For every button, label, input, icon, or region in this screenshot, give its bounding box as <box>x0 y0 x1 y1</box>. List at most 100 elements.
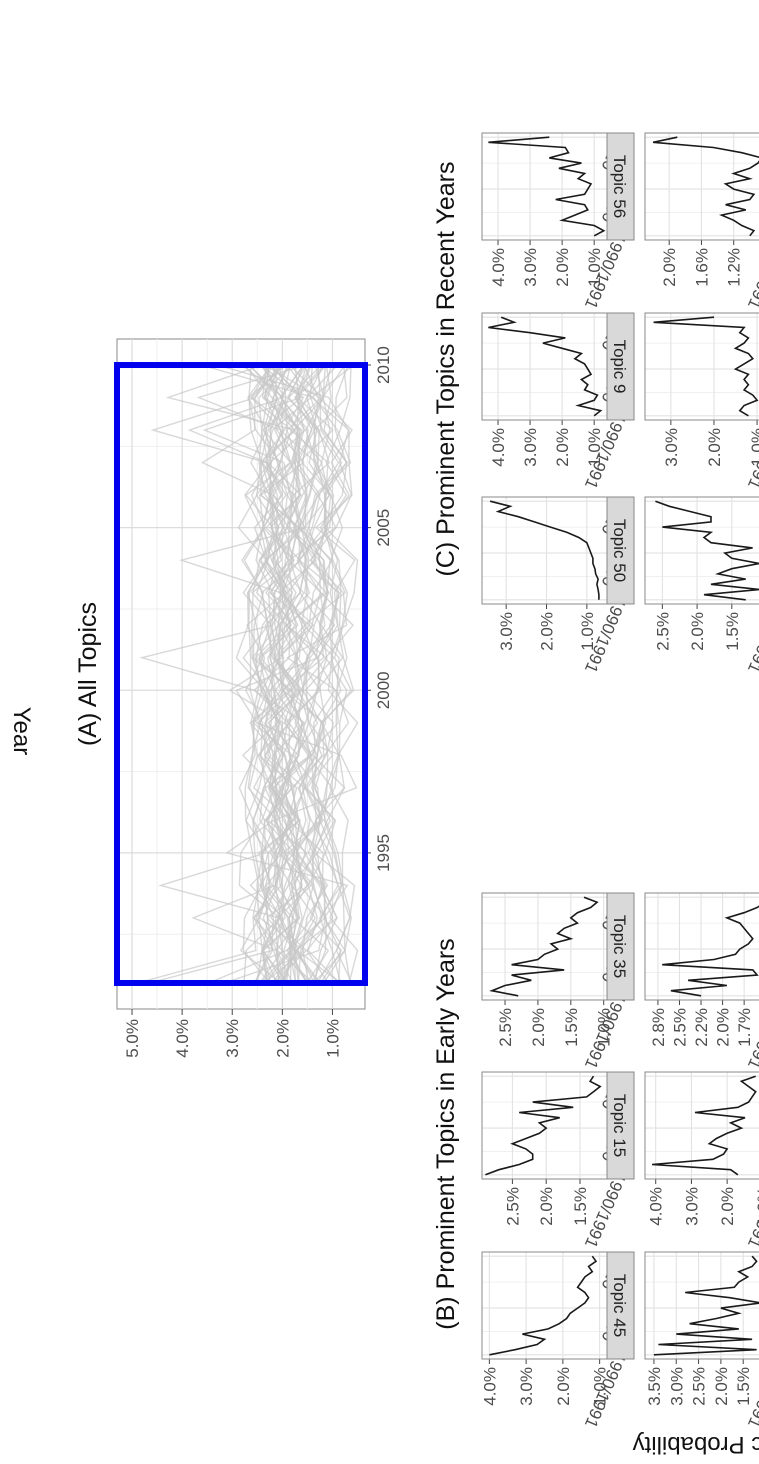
all-topics-series-line <box>137 364 292 984</box>
topic-series-line <box>662 896 759 997</box>
y-tick-label: 2.5% <box>503 1187 522 1226</box>
topic-series-line <box>652 136 759 237</box>
y-tick-label: 1.5% <box>571 1187 590 1226</box>
plot-background <box>645 133 759 240</box>
y-tick-label: 2.0% <box>714 1008 733 1047</box>
y-tick-label: 1.5% <box>562 1008 581 1047</box>
all-topics-series-line <box>262 364 304 984</box>
panel-b3: 1.0%1.5%2.0%2.5%3.0%3.5%1990/19912000201… <box>644 1251 759 1431</box>
y-tick-label: 3.0% <box>521 428 540 467</box>
all-topics-series-line <box>224 364 332 984</box>
y-tick-label: 1.5% <box>723 612 742 651</box>
y-tick-label: 2.2% <box>692 1008 711 1047</box>
strip-label: Topic 35 <box>610 915 629 978</box>
all-topics-series-line <box>165 364 302 984</box>
y-tick-label: 1.0% <box>323 1019 342 1058</box>
panel-c1: 1.0%2.0%3.0%4.0%1990/199120002010Topic 9 <box>481 312 635 492</box>
y-tick-label: 1.0% <box>758 612 759 651</box>
plot-background <box>482 497 607 604</box>
y-tick-label: 2.8% <box>649 1008 668 1047</box>
y-tick-label: 1.7% <box>735 1008 754 1047</box>
plot-background <box>482 133 607 240</box>
plot-background <box>482 1252 607 1359</box>
plot-background <box>482 1072 607 1179</box>
panel-b5: 1.5%1.7%2.0%2.2%2.5%2.8%1990/19912000201… <box>644 892 759 1072</box>
all-topics-series-line <box>275 364 318 984</box>
y-tick-label: 2.0% <box>273 1019 292 1058</box>
strip-label: Topic 15 <box>610 1094 629 1157</box>
panel-c-title: (C) Prominent Topics in Recent Years <box>432 161 460 576</box>
strip <box>606 1071 635 1180</box>
strip-label: Topic 45 <box>610 1274 629 1337</box>
y-axis-label: Topic Probability <box>633 1431 759 1458</box>
all-topics-series-line <box>286 364 348 984</box>
y-tick-label: 2.0% <box>538 612 557 651</box>
strip <box>606 312 635 421</box>
y-tick-label: 4.0% <box>173 1019 192 1058</box>
chart-panels: 1.0% 2.0% 3.0% 4.0% 5.0% 1995 2000 2005 2010 (A) … <box>74 132 759 1431</box>
y-tick-label: 3.0% <box>682 1187 701 1226</box>
all-topics-series-line <box>288 364 330 984</box>
strip-label: Topic 50 <box>610 519 629 582</box>
x-tick-label: 1990/1991 <box>581 1349 630 1430</box>
all-topics-series-line <box>258 364 305 984</box>
all-topics-series-line <box>301 364 346 984</box>
y-tick-label: 5.0% <box>123 1019 142 1058</box>
topic-series-line <box>655 500 759 601</box>
y-tick-label: 1.5% <box>757 1008 759 1047</box>
panel-b1: 1.5%2.0%2.5%1990/199120002010Topic 15 <box>481 1071 635 1251</box>
y-tick-label: 2.5% <box>496 1008 515 1047</box>
all-topics-series-line <box>310 364 356 984</box>
y-tick-label: 2.5% <box>670 1008 689 1047</box>
y-tick-label: 1.0% <box>591 1367 610 1406</box>
panel-b-title: (B) Prominent Topics in Early Years <box>432 938 460 1329</box>
topic-series-line <box>485 1075 602 1176</box>
y-tick-label: 1.0% <box>754 1187 759 1226</box>
all-topics-series-line <box>309 364 350 984</box>
y-tick-label: 3.0% <box>521 248 540 287</box>
y-tick-label: 1.2% <box>725 248 744 287</box>
panel-frame <box>644 312 759 421</box>
panel-a-title: (A) All Topics <box>74 602 102 746</box>
strip-label: Topic 56 <box>610 155 629 218</box>
y-tick-label: 2.0% <box>554 1367 573 1406</box>
strip <box>606 1251 635 1360</box>
all-topics-series-line <box>298 364 340 984</box>
y-tick-label: 2.0% <box>553 428 572 467</box>
plot-background <box>645 1072 759 1179</box>
highlight-box <box>114 362 368 986</box>
plot-background <box>482 313 607 420</box>
y-tick-label: 1.5% <box>734 1367 753 1406</box>
strip <box>606 132 635 241</box>
y-tick-label: 2.0% <box>537 1187 556 1226</box>
strip-label: Topic 9 <box>610 340 629 394</box>
y-tick-label: 1.0% <box>578 612 597 651</box>
panel-frame <box>644 132 759 241</box>
panel-c5: 0.8%1.2%1.6%2.0%1990/199120002010Topic 1… <box>644 132 759 312</box>
y-tick-label: 1.0% <box>585 248 604 287</box>
panel-c3: 1.0%1.5%2.0%2.5%1990/199120002010Topic 1… <box>644 496 759 676</box>
x-tick-label: 1995 <box>374 834 393 872</box>
plot-background <box>482 893 607 1000</box>
x-tick-label: 2000 <box>374 671 393 709</box>
y-tick-label: 1.0% <box>748 428 759 467</box>
y-tick-label: 1.6% <box>692 248 711 287</box>
y-tick-label: 4.0% <box>480 1367 499 1406</box>
all-topics-series-line <box>287 364 331 984</box>
strip <box>606 892 635 1001</box>
plot-background <box>645 313 759 420</box>
panel-frame <box>644 892 759 1001</box>
y-tick-label: 4.0% <box>489 248 508 287</box>
all-topics-series-line <box>251 364 297 984</box>
x-axis-label: Year <box>8 707 35 756</box>
y-tick-label: 0.8% <box>757 248 759 287</box>
y-tick-label: 3.0% <box>497 612 516 651</box>
all-topics-series-line <box>149 364 279 984</box>
y-tick-label: 2.5% <box>690 1367 709 1406</box>
panel-b2: 1.0%1.5%2.0%2.5%1990/199120002010Topic 3… <box>481 892 635 1072</box>
y-tick-label: 1.0% <box>757 1367 759 1406</box>
y-tick-label: 3.0% <box>517 1367 536 1406</box>
y-tick-label: 2.0% <box>718 1187 737 1226</box>
